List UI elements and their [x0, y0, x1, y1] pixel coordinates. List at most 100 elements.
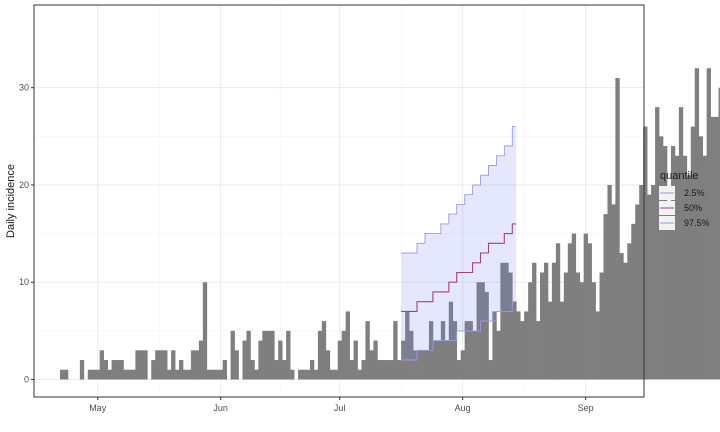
incidence-bar [373, 340, 378, 380]
incidence-bar [127, 369, 132, 380]
panel-border [33, 4, 645, 398]
incidence-bar [95, 369, 101, 380]
incidence-bar [599, 272, 604, 380]
incidence-bar [167, 369, 172, 380]
incidence-bar [631, 223, 636, 380]
incidence-bar [405, 311, 410, 380]
incidence-bar [60, 369, 65, 380]
incidence-bar [488, 360, 493, 380]
incidence-bar [686, 175, 692, 380]
incidence-bar [159, 350, 164, 380]
incidence-bar [678, 107, 684, 380]
incidence-bar [298, 369, 303, 380]
incidence-bar [547, 301, 553, 380]
incidence-bar [186, 369, 192, 380]
incidence-bar [615, 77, 620, 380]
incidence-bar [516, 311, 521, 380]
incidence-bar [440, 321, 446, 380]
incidence-bar [536, 321, 541, 380]
incidence-bar [345, 311, 350, 380]
incidence-bar [357, 369, 362, 380]
incidence-bar [694, 68, 700, 380]
incidence-bar [480, 282, 485, 380]
incidence-bar [179, 360, 184, 380]
incidence-bar [194, 350, 200, 380]
incidence-bar [706, 68, 711, 380]
incidence-bar [182, 369, 188, 380]
incidence-bar [79, 360, 85, 380]
incidence-bar [246, 330, 251, 380]
incidence-bar [337, 340, 343, 380]
y-tick-label: 0 [24, 374, 29, 384]
incidence-bar [171, 350, 176, 380]
incidence-bar [571, 233, 577, 380]
incidence-bar [305, 369, 311, 380]
incidence-bar [302, 369, 307, 380]
incidence-bar [369, 350, 374, 380]
incidence-bar [567, 243, 573, 380]
incidence-bar [643, 126, 648, 380]
incidence-bar [286, 330, 291, 380]
incidence-bar [91, 369, 97, 380]
incidence-bar [575, 272, 581, 380]
incidence-bar [111, 360, 116, 380]
incidence-bar [710, 116, 715, 380]
incidence-bar [325, 350, 331, 380]
median-line [401, 223, 517, 312]
incidence-bar [436, 340, 442, 380]
upper-quantile-line [401, 126, 517, 254]
incidence-bar [119, 360, 124, 380]
incidence-bar [512, 301, 517, 380]
incidence-bar [520, 321, 525, 380]
incidence-bar [266, 330, 271, 380]
incidence-bar [317, 330, 323, 380]
x-axis: May Jun Jul Aug Sep [89, 397, 594, 413]
incidence-bar [409, 330, 414, 380]
incidence-bar [254, 369, 259, 380]
incidence-bar [103, 360, 108, 380]
incidence-bar [131, 369, 136, 380]
incidence-bar [321, 321, 327, 380]
legend-label: 97.5% [684, 218, 710, 228]
incidence-bar [456, 360, 462, 380]
incidence-bar [242, 340, 247, 380]
incidence-bar [627, 243, 632, 380]
incidence-bar [508, 272, 513, 380]
incidence-bars [60, 68, 720, 380]
x-tick-label: May [89, 403, 107, 413]
incidence-bar [583, 233, 588, 380]
incidence-bar [341, 330, 346, 380]
incidence-bar [258, 340, 263, 380]
incidence-bar [115, 360, 120, 380]
incidence-bar [468, 321, 473, 380]
incidence-bar [543, 262, 549, 380]
incidence-bar [666, 204, 672, 380]
incidence-bar [555, 243, 561, 380]
incidence-bar [139, 350, 144, 380]
x-tick-label: Jun [213, 403, 228, 413]
grid-lines [34, 5, 644, 397]
incidence-bar [424, 350, 430, 380]
incidence-bar [551, 262, 557, 380]
incidence-bar [698, 136, 704, 380]
x-tick-label: Aug [455, 403, 471, 413]
incidence-bar [496, 330, 501, 380]
incidence-bar [282, 360, 287, 380]
incidence-bar [135, 350, 140, 380]
y-axis: 0 10 20 30 [19, 83, 34, 384]
incidence-bar [591, 282, 596, 380]
incidence-bar [163, 350, 168, 380]
incidence-bar [524, 311, 529, 380]
y-tick-label: 30 [19, 83, 29, 93]
legend-title: quantile [660, 170, 699, 182]
incidence-bar [718, 87, 720, 380]
incidence-bar [353, 340, 358, 380]
incidence-bar [377, 360, 382, 380]
incidence-bar [540, 272, 545, 380]
incidence-bar [603, 214, 608, 380]
incidence-bar [532, 262, 537, 380]
incidence-bar [198, 340, 204, 380]
incidence-bar [214, 369, 220, 380]
incidence-bar [563, 272, 569, 380]
incidence-bar [175, 369, 180, 380]
